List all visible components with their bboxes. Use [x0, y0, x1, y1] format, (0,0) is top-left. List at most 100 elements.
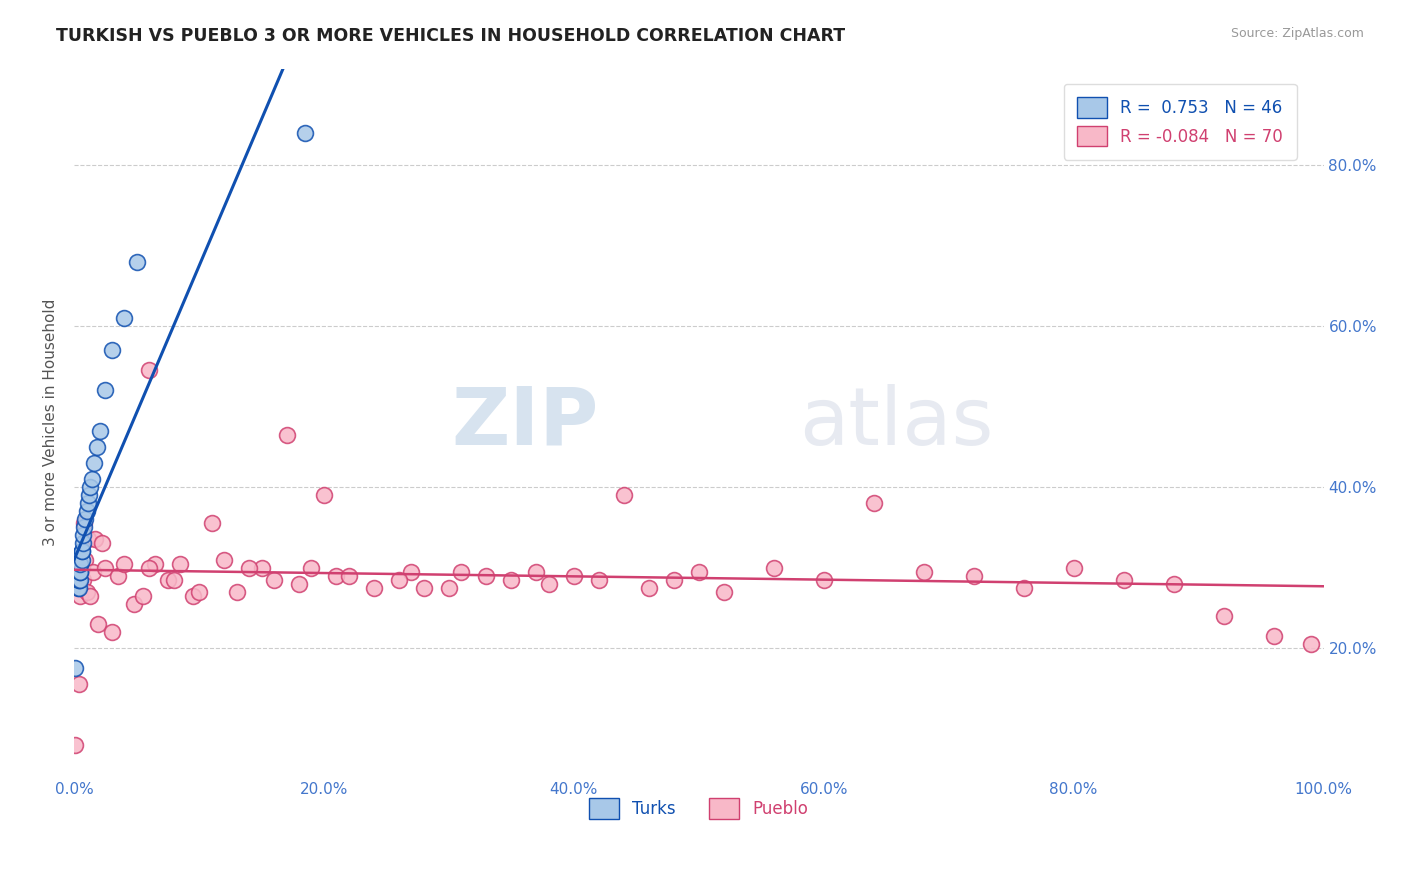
Point	[413, 581, 436, 595]
Point	[65, 557, 87, 571]
Point	[72, 536, 94, 550]
Point	[501, 573, 523, 587]
Point	[67, 557, 90, 571]
Point	[83, 456, 105, 470]
Point	[112, 311, 135, 326]
Point	[100, 343, 122, 358]
Point	[87, 616, 110, 631]
Point	[94, 384, 117, 398]
Point	[89, 424, 111, 438]
Point	[401, 565, 423, 579]
Point	[65, 573, 87, 587]
Point	[637, 581, 659, 595]
Point	[69, 557, 91, 571]
Point	[65, 661, 87, 675]
Point	[188, 584, 211, 599]
Point	[143, 557, 166, 571]
Point	[70, 552, 93, 566]
Point	[1263, 629, 1285, 643]
Point	[82, 565, 104, 579]
Point	[138, 363, 160, 377]
Point	[65, 573, 87, 587]
Point	[125, 254, 148, 268]
Point	[238, 560, 260, 574]
Point	[225, 584, 247, 599]
Point	[912, 565, 935, 579]
Point	[66, 557, 89, 571]
Point	[813, 573, 835, 587]
Text: ZIP: ZIP	[451, 384, 599, 462]
Point	[526, 565, 548, 579]
Point	[84, 533, 107, 547]
Point	[67, 565, 90, 579]
Point	[65, 565, 87, 579]
Point	[1299, 637, 1322, 651]
Point	[437, 581, 460, 595]
Text: TURKISH VS PUEBLO 3 OR MORE VEHICLES IN HOUSEHOLD CORRELATION CHART: TURKISH VS PUEBLO 3 OR MORE VEHICLES IN …	[56, 27, 845, 45]
Point	[72, 528, 94, 542]
Point	[762, 560, 785, 574]
Point	[66, 573, 89, 587]
Point	[862, 496, 884, 510]
Point	[65, 560, 87, 574]
Point	[250, 560, 273, 574]
Point	[90, 536, 112, 550]
Point	[70, 560, 93, 574]
Point	[67, 573, 90, 587]
Point	[63, 576, 86, 591]
Point	[713, 584, 735, 599]
Point	[301, 560, 323, 574]
Point	[76, 584, 98, 599]
Point	[138, 560, 160, 574]
Point	[69, 573, 91, 587]
Y-axis label: 3 or more Vehicles in Household: 3 or more Vehicles in Household	[44, 299, 58, 547]
Point	[363, 581, 385, 595]
Point	[76, 496, 98, 510]
Point	[181, 589, 204, 603]
Point	[70, 544, 93, 558]
Point	[66, 565, 89, 579]
Point	[450, 565, 472, 579]
Point	[212, 552, 235, 566]
Point	[66, 565, 89, 579]
Point	[67, 557, 90, 571]
Point	[963, 568, 986, 582]
Point	[132, 589, 155, 603]
Point	[294, 126, 316, 140]
Point	[72, 573, 94, 587]
Point	[69, 565, 91, 579]
Point	[79, 480, 101, 494]
Point	[65, 560, 87, 574]
Point	[86, 440, 108, 454]
Point	[163, 573, 186, 587]
Point	[662, 573, 685, 587]
Point	[73, 516, 96, 531]
Point	[73, 520, 96, 534]
Point	[67, 565, 90, 579]
Point	[80, 472, 103, 486]
Point	[67, 573, 90, 587]
Point	[156, 573, 179, 587]
Point	[107, 568, 129, 582]
Point	[1012, 581, 1035, 595]
Point	[263, 573, 285, 587]
Point	[688, 565, 710, 579]
Point	[537, 576, 560, 591]
Point	[200, 516, 222, 531]
Point	[75, 512, 97, 526]
Point	[1112, 573, 1135, 587]
Point	[65, 549, 87, 563]
Point	[70, 544, 93, 558]
Point	[65, 738, 87, 752]
Point	[69, 589, 91, 603]
Point	[76, 533, 98, 547]
Point	[475, 568, 498, 582]
Point	[67, 677, 90, 691]
Point	[69, 565, 91, 579]
Point	[75, 552, 97, 566]
Point	[312, 488, 335, 502]
Point	[100, 624, 122, 639]
Point	[94, 560, 117, 574]
Point	[66, 581, 89, 595]
Point	[337, 568, 360, 582]
